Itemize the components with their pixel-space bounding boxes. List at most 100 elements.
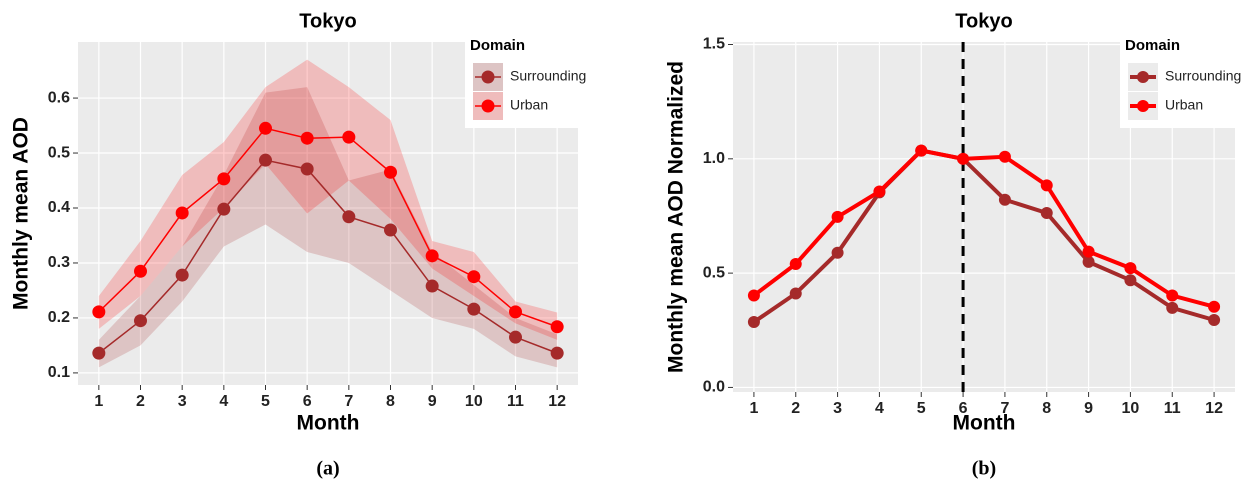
data-point [342,130,356,144]
data-point [425,279,439,293]
data-point [300,162,314,176]
legend-title: Domain [470,37,525,54]
x-tick-label: 9 [1084,400,1093,417]
y-tick-label: 0.5 [48,144,70,161]
y-tick-label: 0.1 [48,364,70,381]
data-point [1208,313,1221,326]
x-tick-label: 4 [219,393,228,410]
data-point [550,346,564,360]
y-axis-label: Monthly mean AOD Normalized [665,61,688,373]
y-tick-label: 0.4 [48,199,70,216]
data-point [259,153,272,167]
data-point [747,316,760,329]
series-line [98,127,558,328]
data-point [831,210,844,223]
chart-title: Tokyo [299,10,356,32]
data-point [1124,274,1137,287]
data-point [217,172,231,186]
data-point [134,264,147,278]
x-tick-label: 12 [548,393,566,410]
y-axis-label: Monthly mean AOD [10,117,33,310]
data-point [384,223,397,237]
data-point [789,257,802,270]
legend-label: Urban [510,97,548,113]
data-point [384,165,397,179]
data-point [873,185,886,198]
data-point [300,131,314,145]
series-line [752,148,1215,309]
data-point [1040,179,1053,192]
x-tick-label: 5 [917,400,926,417]
y-tick-label: 0.6 [48,89,70,106]
x-axis-label: Month [297,412,360,435]
y-tick-label: 1.5 [703,36,725,53]
ci-band [98,59,558,340]
legend-key-point [1137,100,1149,112]
x-tick-label: 1 [94,393,103,410]
data-point [1040,206,1053,219]
data-point [467,270,481,284]
y-tick-label: 0.5 [703,264,725,281]
data-point [550,320,564,334]
data-point [1166,289,1179,302]
caption: (a) [316,458,339,480]
x-tick-label: 7 [1000,400,1009,417]
x-tick-label: 2 [791,400,800,417]
x-tick-label: 7 [344,393,353,410]
x-tick-label: 6 [303,393,312,410]
data-point [1124,262,1137,275]
legend-key-point [481,99,495,113]
data-point [998,150,1011,163]
data-point [509,305,522,319]
x-tick-label: 11 [1164,400,1181,417]
x-tick-label: 10 [465,393,483,410]
ci-band [98,87,558,368]
legend-label: Urban [1165,97,1203,113]
x-axis-label: Month [953,412,1016,435]
data-point [175,206,189,220]
x-tick-label: 5 [261,393,270,410]
data-point [1208,300,1221,313]
x-tick-label: 10 [1122,400,1140,417]
x-tick-label: 6 [959,400,968,417]
data-point [509,330,522,344]
data-point [957,152,970,165]
x-tick-label: 3 [833,400,842,417]
data-point [747,289,760,302]
data-point [789,287,802,300]
data-point [467,302,481,316]
x-tick-label: 9 [428,393,437,410]
y-tick-label: 0.0 [703,379,725,396]
data-point [217,202,231,216]
x-tick-label: 11 [507,393,524,410]
data-point [831,246,844,259]
data-point [92,305,106,319]
y-tick-label: 1.0 [703,150,725,167]
x-tick-label: 4 [875,400,884,417]
legend-key-point [1137,71,1149,83]
data-point [1082,255,1095,268]
x-tick-label: 12 [1205,400,1223,417]
data-point [998,193,1011,206]
chart-title: Tokyo [955,10,1012,32]
data-point [425,249,439,263]
legend-key-point [481,70,495,84]
x-tick-label: 8 [386,393,395,410]
x-tick-label: 3 [178,393,187,410]
legend-label: Surrounding [510,68,586,84]
data-point [259,121,272,135]
y-tick-label: 0.3 [48,254,70,271]
caption: (b) [972,458,996,480]
x-tick-label: 2 [136,393,145,410]
x-tick-label: 8 [1042,400,1051,417]
data-point [1082,245,1095,258]
data-point [175,268,189,282]
y-tick-label: 0.2 [48,309,70,326]
series-line [752,148,1215,324]
data-point [134,314,147,328]
legend-label: Surrounding [1165,68,1241,84]
x-tick-label: 1 [749,400,758,417]
series-line [98,159,558,354]
legend-title: Domain [1125,37,1180,54]
